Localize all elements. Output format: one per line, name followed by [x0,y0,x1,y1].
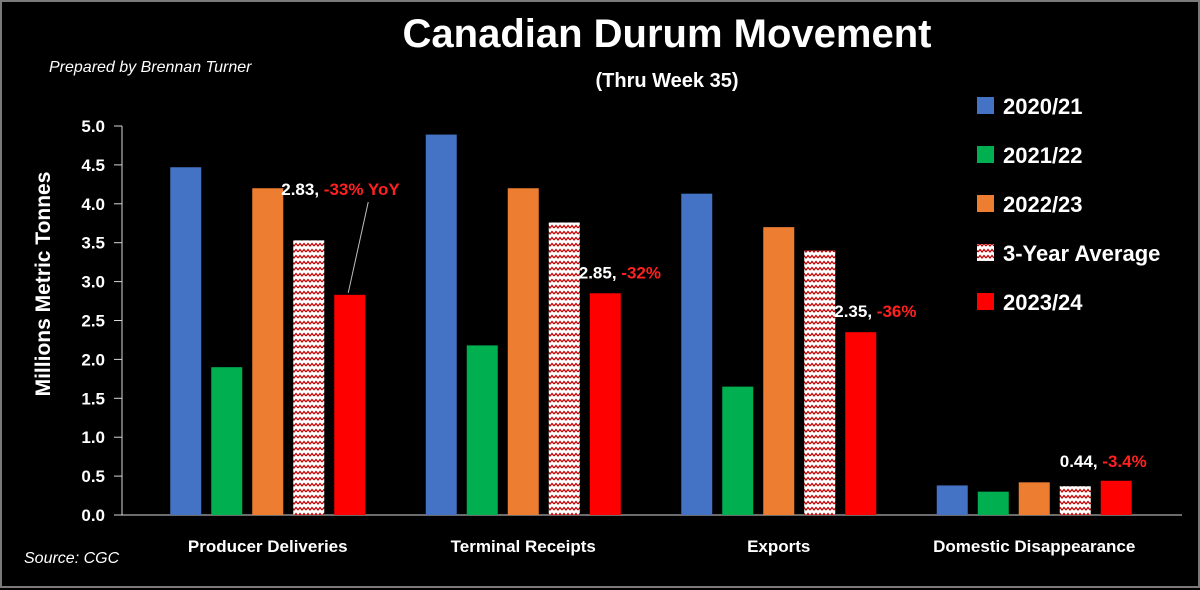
legend-swatch [977,146,994,163]
source-text: Source: CGC [24,550,120,567]
bar [334,294,366,515]
bar [425,134,457,516]
annotations: 2.83, -33% YoY 2.85, -32% 2.35, -36% 0.44, … [281,180,1146,471]
annotation-value: 2.85, [579,263,622,282]
y-axis-label: Millions Metric Tonnes [32,172,55,397]
bar [589,293,621,515]
legend-label: 2022/23 [1003,192,1083,217]
bar [1100,480,1132,515]
bar [681,193,713,515]
y-tick-label: 3.0 [81,273,105,292]
category-label: Terminal Receipts [451,537,596,556]
bars-layer [170,134,1132,516]
annotation-value: 2.83, [281,180,324,199]
annotation-label: 2.83, -33% YoY [281,180,400,199]
category-label: Domestic Disappearance [933,537,1135,556]
bar [211,367,243,515]
annotation-label: 0.44, -3.4% [1060,452,1147,471]
bar [763,227,795,515]
bar [466,345,498,515]
chart-title: Canadian Durum Movement [403,12,932,56]
legend-swatch [977,244,994,261]
y-tick-label: 1.0 [81,428,105,447]
y-tick-label: 2.0 [81,350,105,369]
category-label: Producer Deliveries [188,537,348,556]
bar [804,250,836,516]
annotation-change: -3.4% [1102,452,1146,471]
y-tick-label: 0.0 [81,506,105,525]
y-axis: 0.0 0.5 1.0 1.5 2.0 2.5 3.0 3.5 4.0 4.5 5.0 [81,117,1182,525]
bar [1059,486,1091,515]
bar [1018,482,1050,515]
bar [170,167,202,515]
y-tick-label: 3.5 [81,234,105,253]
bar [548,222,580,516]
y-tick-label: 1.5 [81,389,105,408]
category-labels: Producer Deliveries Terminal Receipts Expo… [188,537,1135,556]
bar [252,188,284,516]
annotation-change: -36% [877,302,917,321]
legend-swatch [977,195,994,212]
legend-label: 3-Year Average [1003,241,1160,266]
annotation-change: -32% [621,263,661,282]
legend-label: 2023/24 [1003,290,1083,315]
annotation-label: 2.85, -32% [579,263,661,282]
legend: 2020/21 2021/22 2022/23 3-Year Average 2023/… [977,94,1160,315]
legend-swatch [977,97,994,114]
annotation-value: 2.35, [834,302,877,321]
legend-label: 2021/22 [1003,143,1083,168]
y-tick-label: 0.5 [81,467,105,486]
annotation-label: 2.35, -36% [834,302,916,321]
bar [507,188,539,516]
y-tick-label: 2.5 [81,312,105,331]
bar [845,332,877,515]
y-tick-label: 4.5 [81,156,105,175]
annotation-change: -33% YoY [324,180,401,199]
y-tick-label: 5.0 [81,117,105,136]
credit-text: Prepared by Brennan Turner [49,59,252,76]
bar [977,491,1009,515]
annotation-value: 0.44, [1060,452,1103,471]
y-tick-label: 4.0 [81,195,105,214]
legend-swatch [977,293,994,310]
category-label: Exports [747,537,810,556]
chart-subtitle: (Thru Week 35) [596,70,739,92]
bar [936,485,968,515]
bar [293,240,325,515]
bar [722,386,754,515]
annotation-leader-line [347,201,369,293]
legend-label: 2020/21 [1003,94,1083,119]
